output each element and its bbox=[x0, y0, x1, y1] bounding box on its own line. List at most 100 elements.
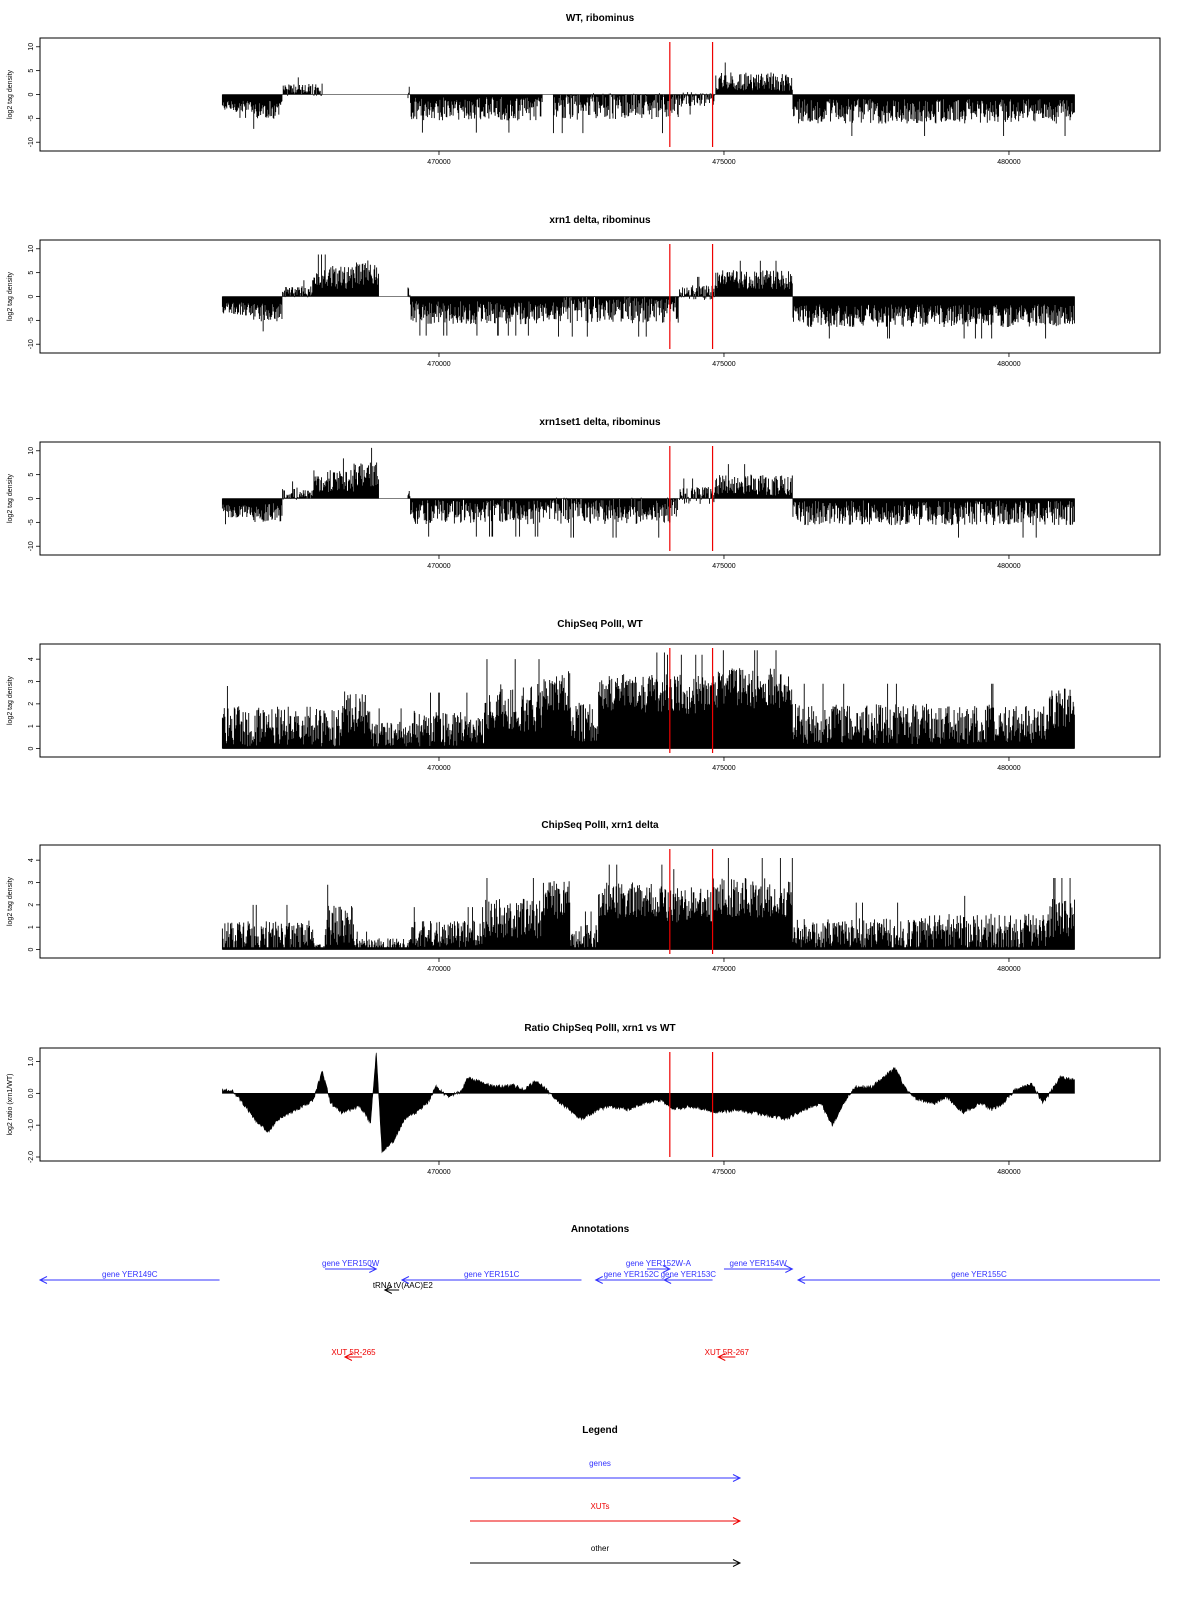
feature-label: gene YER151C bbox=[464, 1270, 520, 1279]
x-tick-label: 470000 bbox=[427, 159, 450, 166]
chart-title: ChipSeq PolII, xrn1 delta bbox=[541, 820, 659, 831]
x-tick-label: 475000 bbox=[712, 361, 735, 368]
feature-label: gene YER150W bbox=[322, 1259, 380, 1268]
legend-item-label: other bbox=[591, 1544, 610, 1553]
x-tick-label: 480000 bbox=[997, 966, 1020, 973]
bar-marks bbox=[221, 650, 1075, 749]
legend-panel: Legend genes XUTs other bbox=[470, 1425, 742, 1567]
feature-arrow bbox=[400, 1276, 582, 1284]
y-tick-label: 0 bbox=[28, 294, 35, 298]
legend-item-xut: XUTs bbox=[470, 1502, 742, 1525]
bar-marks bbox=[221, 447, 1075, 538]
panel-p2: xrn1 delta, ribominus log2 tag density -10… bbox=[7, 215, 1161, 368]
feature-xut: XUT 5R-267 bbox=[705, 1348, 750, 1361]
y-axis-label: log2 tag density bbox=[7, 271, 14, 321]
feature-label: gene YER155C bbox=[951, 1270, 1007, 1279]
feature-arrow bbox=[717, 1353, 736, 1361]
y-tick-label: -5 bbox=[28, 317, 35, 323]
plot-frame bbox=[39, 1047, 1161, 1162]
y-axis-label: log2 tag density bbox=[7, 876, 14, 926]
y-tick-label: 10 bbox=[28, 447, 35, 455]
x-axis: 470000 475000 480000 bbox=[427, 958, 1021, 973]
feature-gene: gene YER149C bbox=[38, 1270, 220, 1284]
y-axis-label: log2 tag density bbox=[7, 69, 14, 119]
y-tick-label: 0 bbox=[28, 92, 35, 96]
feature-arrow bbox=[796, 1276, 1160, 1284]
feature-arrow bbox=[647, 1265, 671, 1273]
x-axis: 470000 475000 480000 bbox=[427, 757, 1021, 772]
feature-label: gene YER152W-A bbox=[626, 1259, 692, 1268]
bar-marks bbox=[221, 857, 1075, 950]
y-tick-label: 10 bbox=[28, 43, 35, 51]
x-axis: 470000 475000 480000 bbox=[427, 353, 1021, 368]
x-tick-label: 470000 bbox=[427, 765, 450, 772]
feature-label: tRNA tV(AAC)E2 bbox=[373, 1281, 434, 1290]
panel-p1: WT, ribominus log2 tag density -10 -5 0 5 10 47… bbox=[7, 13, 1161, 166]
feature-label: gene YER154W bbox=[730, 1259, 788, 1268]
y-tick-label: 0.0 bbox=[28, 1088, 35, 1098]
y-axis-label: log2 tag density bbox=[7, 675, 14, 725]
chart-title: WT, ribominus bbox=[566, 13, 635, 24]
y-tick-label: 0 bbox=[28, 947, 35, 951]
feature-label: gene YER152C bbox=[604, 1270, 660, 1279]
y-axis: -10 -5 0 5 10 bbox=[28, 245, 40, 349]
data-series bbox=[221, 62, 1075, 137]
y-tick-label: 1.0 bbox=[28, 1057, 35, 1067]
y-axis: -10 -5 0 5 10 bbox=[28, 447, 40, 551]
y-tick-label: -5 bbox=[28, 519, 35, 525]
feature-arrow bbox=[343, 1353, 363, 1361]
x-tick-label: 475000 bbox=[712, 966, 735, 973]
feature-arrow bbox=[663, 1276, 713, 1284]
feature-label: XUT 5R-267 bbox=[705, 1348, 750, 1357]
y-axis: 0 1 2 3 4 bbox=[28, 858, 40, 951]
legend-arrow bbox=[470, 1517, 742, 1525]
y-tick-label: 4 bbox=[28, 858, 35, 862]
data-series bbox=[222, 1052, 1075, 1154]
feature-gene: gene YER155C bbox=[796, 1270, 1160, 1284]
feature-other: tRNA tV(AAC)E2 bbox=[373, 1281, 434, 1294]
y-tick-label: -10 bbox=[28, 339, 35, 349]
bar-marks bbox=[221, 62, 1075, 137]
x-tick-label: 475000 bbox=[712, 1169, 735, 1176]
feature-label: gene YER153C bbox=[661, 1270, 717, 1279]
y-tick-label: -1.0 bbox=[28, 1119, 35, 1131]
chart-title: Ratio ChipSeq PolII, xrn1 vs WT bbox=[524, 1023, 675, 1034]
chart-title: xrn1set1 delta, ribominus bbox=[539, 417, 661, 428]
plot-frame bbox=[39, 844, 1161, 959]
x-tick-label: 470000 bbox=[427, 966, 450, 973]
y-axis: 0 1 2 3 4 bbox=[28, 657, 40, 750]
feature-gene: gene YER154W bbox=[723, 1259, 794, 1273]
data-series bbox=[221, 857, 1075, 950]
panel-p4: ChipSeq PolII, WT log2 tag density 0 1 2 3 4 47… bbox=[7, 619, 1161, 772]
y-tick-label: -10 bbox=[28, 137, 35, 147]
feature-gene: gene YER152W-A bbox=[626, 1259, 692, 1273]
x-axis: 470000 475000 480000 bbox=[427, 151, 1021, 166]
legend-item-gene: genes bbox=[470, 1459, 742, 1482]
x-tick-label: 470000 bbox=[427, 1169, 450, 1176]
feature-gene: gene YER152C bbox=[594, 1270, 667, 1284]
panel-p3: xrn1set1 delta, ribominus log2 tag densit… bbox=[7, 417, 1161, 570]
legend-arrow bbox=[470, 1474, 742, 1482]
y-axis: -10 -5 0 5 10 bbox=[28, 43, 40, 147]
x-tick-label: 470000 bbox=[427, 563, 450, 570]
feature-arrow bbox=[383, 1286, 400, 1294]
y-axis-label: log2 ratio (xrn1/WT) bbox=[7, 1074, 14, 1136]
feature-arrow bbox=[324, 1265, 378, 1273]
y-tick-label: 5 bbox=[28, 271, 35, 275]
x-tick-label: 470000 bbox=[427, 361, 450, 368]
feature-label: gene YER149C bbox=[102, 1270, 158, 1279]
chart-title: ChipSeq PolII, WT bbox=[557, 619, 643, 630]
x-tick-label: 480000 bbox=[997, 361, 1020, 368]
y-tick-label: 4 bbox=[28, 657, 35, 661]
panel-p6: Ratio ChipSeq PolII, xrn1 vs WT log2 rati… bbox=[7, 1023, 1161, 1176]
y-tick-label: -5 bbox=[28, 115, 35, 121]
y-tick-label: 2 bbox=[28, 903, 35, 907]
x-tick-label: 480000 bbox=[997, 563, 1020, 570]
ratio-area bbox=[222, 1052, 1075, 1154]
data-series bbox=[221, 254, 1075, 339]
annotations-panel: Annotations gene YER149C gene YER150W tRNA … bbox=[38, 1224, 1160, 1361]
y-tick-label: -2.0 bbox=[28, 1151, 35, 1163]
chart-title: xrn1 delta, ribominus bbox=[549, 215, 651, 226]
legend-item-label: XUTs bbox=[590, 1502, 609, 1511]
